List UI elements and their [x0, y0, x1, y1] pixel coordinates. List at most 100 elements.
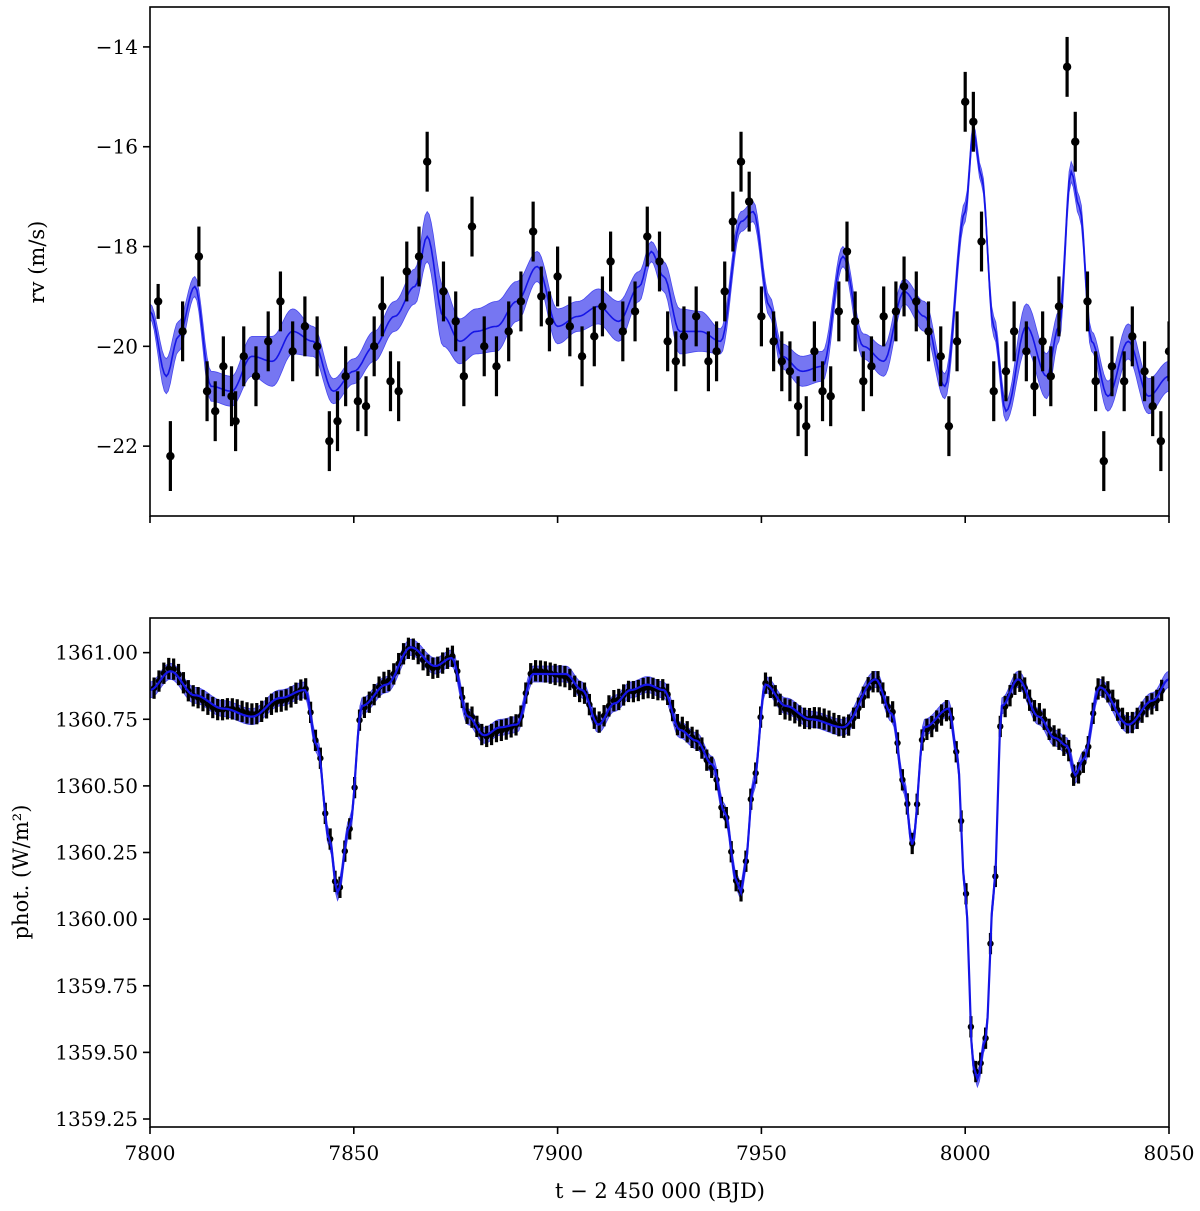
rv-data-point [785, 341, 795, 402]
rv-data-point [211, 381, 220, 442]
rv-data-point [736, 131, 746, 192]
rv-data-point [944, 396, 954, 457]
data-marker [1009, 327, 1019, 336]
data-marker [859, 377, 868, 386]
rv-data-point [618, 301, 628, 362]
data-marker [952, 337, 962, 346]
rv-x-ticks [149, 516, 1170, 523]
data-marker [300, 322, 310, 331]
rv-data-point [1038, 311, 1047, 372]
data-marker [936, 352, 945, 361]
rv-data-point [333, 391, 342, 452]
rv-data-point [969, 91, 978, 152]
y-tick-label: −16 [96, 135, 138, 159]
data-marker [867, 362, 876, 371]
data-marker [969, 117, 978, 126]
y-tick-label: 1360.75 [55, 707, 138, 731]
phot-panel: 1359.25 1359.50 1359.75 1360.00 1360.25 1360.… [9, 617, 1194, 1203]
rv-data-point [912, 271, 921, 332]
rv-data-point [1022, 321, 1031, 382]
y-tick-label: −22 [96, 434, 138, 458]
data-marker [850, 317, 860, 326]
rv-data-point [924, 301, 933, 362]
data-marker [1030, 382, 1039, 391]
rv-data-point [361, 376, 371, 437]
data-marker [1128, 332, 1137, 341]
data-marker [516, 297, 526, 306]
y-tick-label: 1360.25 [55, 841, 138, 865]
data-marker [288, 347, 297, 356]
rv-data-point [378, 276, 387, 337]
rv-data-point [1030, 356, 1039, 417]
phot-data-point [278, 690, 285, 712]
data-marker [480, 342, 489, 351]
data-marker [341, 372, 350, 381]
x-tick-label: 8000 [940, 1141, 991, 1165]
rv-data-point [952, 311, 962, 372]
rv-data-point [655, 231, 664, 292]
rv-data-point [590, 306, 599, 367]
data-marker [712, 347, 721, 356]
data-marker [1164, 347, 1169, 356]
rv-data-point [704, 331, 713, 392]
data-marker [166, 451, 175, 461]
y-tick-label: 1361.00 [55, 641, 138, 665]
rv-data-point [178, 301, 187, 362]
y-tick-label: −18 [96, 235, 138, 259]
data-marker [369, 342, 379, 351]
rv-data-point [1128, 306, 1137, 367]
rv-y-ticks: −22 −20 −18 −16 −14 [96, 35, 150, 458]
data-marker [744, 197, 754, 206]
data-marker [1046, 372, 1055, 381]
data-marker [757, 312, 766, 321]
rv-data-point [227, 366, 236, 427]
x-tick-label: 7950 [736, 1141, 787, 1165]
data-marker [1062, 62, 1072, 72]
x-axis-label: t − 2 450 000 (BJD) [555, 1179, 765, 1203]
rv-data-point [1148, 376, 1157, 437]
rv-data-point [553, 246, 562, 307]
rv-data-point [691, 286, 701, 347]
rv-data-point [231, 391, 240, 452]
data-marker [891, 307, 901, 316]
y-tick-label: 1359.50 [55, 1040, 138, 1064]
data-marker [630, 307, 640, 316]
y-tick-label: 1359.75 [55, 974, 138, 998]
phot-data-point [537, 660, 544, 682]
rv-data-point [264, 311, 273, 372]
data-marker [663, 337, 672, 346]
data-marker [810, 347, 819, 356]
rv-data-point [630, 281, 640, 342]
data-marker [781, 705, 789, 713]
rv-data-point [1001, 341, 1011, 402]
data-marker [842, 247, 852, 256]
rv-data-point [802, 396, 811, 457]
phot-data-points [150, 637, 1165, 1083]
rv-data-point [961, 71, 970, 132]
data-marker [422, 157, 432, 166]
rv-data-point [899, 256, 909, 317]
rv-data-point [728, 191, 738, 252]
data-marker [414, 252, 424, 261]
rv-data-point [492, 336, 501, 397]
data-marker [492, 362, 501, 371]
rv-data-point [1107, 336, 1117, 397]
rv-data-point [459, 346, 469, 407]
rv-data-point [859, 351, 868, 412]
rv-data-point [1091, 351, 1100, 412]
rv-data-point [663, 311, 672, 372]
phot-axes-frame [149, 617, 1170, 1128]
data-marker [606, 257, 615, 266]
phot-y-axis-label: phot. (W/m²) [9, 805, 33, 940]
data-marker [532, 667, 539, 674]
rv-data-point [1083, 271, 1092, 332]
data-marker [826, 392, 835, 401]
rv-data-point [386, 351, 395, 412]
data-marker [325, 436, 334, 446]
rv-data-point [879, 286, 888, 347]
rv-data-point [720, 261, 729, 322]
data-marker [251, 372, 261, 381]
data-marker [1099, 456, 1108, 466]
data-marker [211, 407, 220, 416]
rv-data-point [300, 296, 310, 357]
